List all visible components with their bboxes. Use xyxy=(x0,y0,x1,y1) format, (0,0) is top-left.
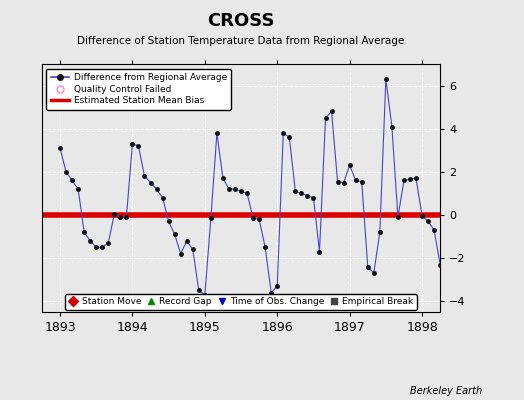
Text: Berkeley Earth: Berkeley Earth xyxy=(410,386,482,396)
Text: CROSS: CROSS xyxy=(208,12,275,30)
Legend: Station Move, Record Gap, Time of Obs. Change, Empirical Break: Station Move, Record Gap, Time of Obs. C… xyxy=(66,294,417,310)
Text: Difference of Station Temperature Data from Regional Average: Difference of Station Temperature Data f… xyxy=(78,36,405,46)
